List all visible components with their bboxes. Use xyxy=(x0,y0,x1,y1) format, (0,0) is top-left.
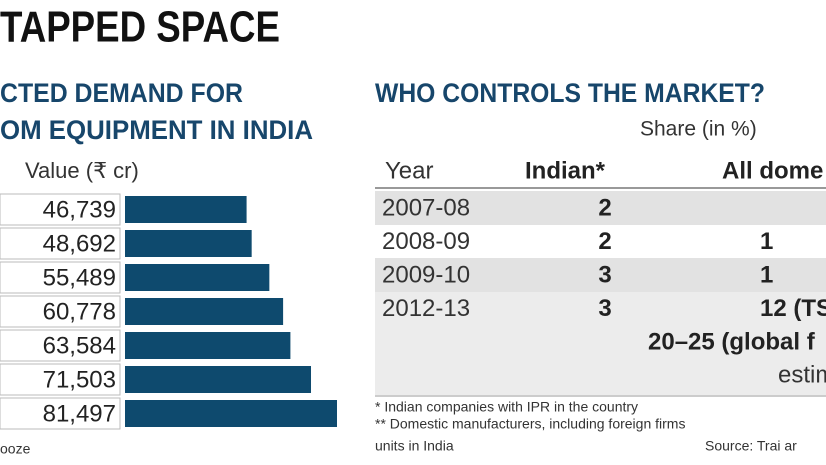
bar xyxy=(125,298,284,325)
footnote: ** Domestic manufacturers, including for… xyxy=(375,416,685,432)
column-header: Indian* xyxy=(525,157,606,184)
table-cell: 20–25 (global f xyxy=(648,328,816,355)
table-title: WHO CONTROLS THE MARKET? xyxy=(375,78,765,108)
source: ooze xyxy=(0,441,31,457)
table-cell: 3 xyxy=(598,261,611,288)
table-subtitle: Share (in %) xyxy=(640,118,757,141)
table-cell: 2008-09 xyxy=(382,228,470,255)
table-cell: 2007-08 xyxy=(382,194,470,221)
footnote: units in India xyxy=(375,438,454,454)
label-box xyxy=(0,397,121,430)
table-cell: 12 (TSI xyxy=(760,295,826,322)
chart-title: OM EQUIPMENT IN INDIA xyxy=(0,115,313,145)
label-box xyxy=(0,363,121,396)
value-label: 63,584 xyxy=(43,332,116,359)
value-label: 48,692 xyxy=(43,230,116,257)
column-header: Year xyxy=(385,157,434,184)
label-box xyxy=(0,295,121,328)
value-label: 71,503 xyxy=(43,366,116,393)
table-cell: 2012-13 xyxy=(382,295,470,322)
chart-title: CTED DEMAND FOR xyxy=(0,78,243,108)
main-title: TAPPED SPACE xyxy=(0,3,280,52)
bar xyxy=(125,196,247,223)
table-cell: 3 xyxy=(598,295,611,322)
table-cell: 2 xyxy=(598,194,611,221)
value-label: 55,489 xyxy=(43,264,116,291)
value-label: 46,739 xyxy=(43,196,116,223)
bar xyxy=(125,230,252,257)
table-cell: 2009-10 xyxy=(382,261,470,288)
column-header: All dome xyxy=(722,157,823,184)
footnote: * Indian companies with IPR in the count… xyxy=(375,399,638,415)
value-label: 60,778 xyxy=(43,298,116,325)
row-bg xyxy=(375,258,826,292)
bar xyxy=(125,332,291,359)
label-box xyxy=(0,329,121,362)
bar xyxy=(125,400,337,427)
footnote: Source: Trai ar xyxy=(705,438,797,454)
bar xyxy=(125,366,312,393)
table-cell: 2 xyxy=(598,228,611,255)
label-box xyxy=(0,193,121,226)
row-bg xyxy=(375,191,826,225)
table-cell: 1 xyxy=(760,261,773,288)
table-cell: 1 xyxy=(760,228,773,255)
table-cell: estim xyxy=(778,361,826,388)
bar xyxy=(125,264,270,291)
label-box xyxy=(0,261,121,294)
label-box xyxy=(0,227,121,260)
axis-label: Value (₹ cr) xyxy=(25,158,139,183)
row-bg xyxy=(375,292,826,395)
value-label: 81,497 xyxy=(43,400,116,427)
